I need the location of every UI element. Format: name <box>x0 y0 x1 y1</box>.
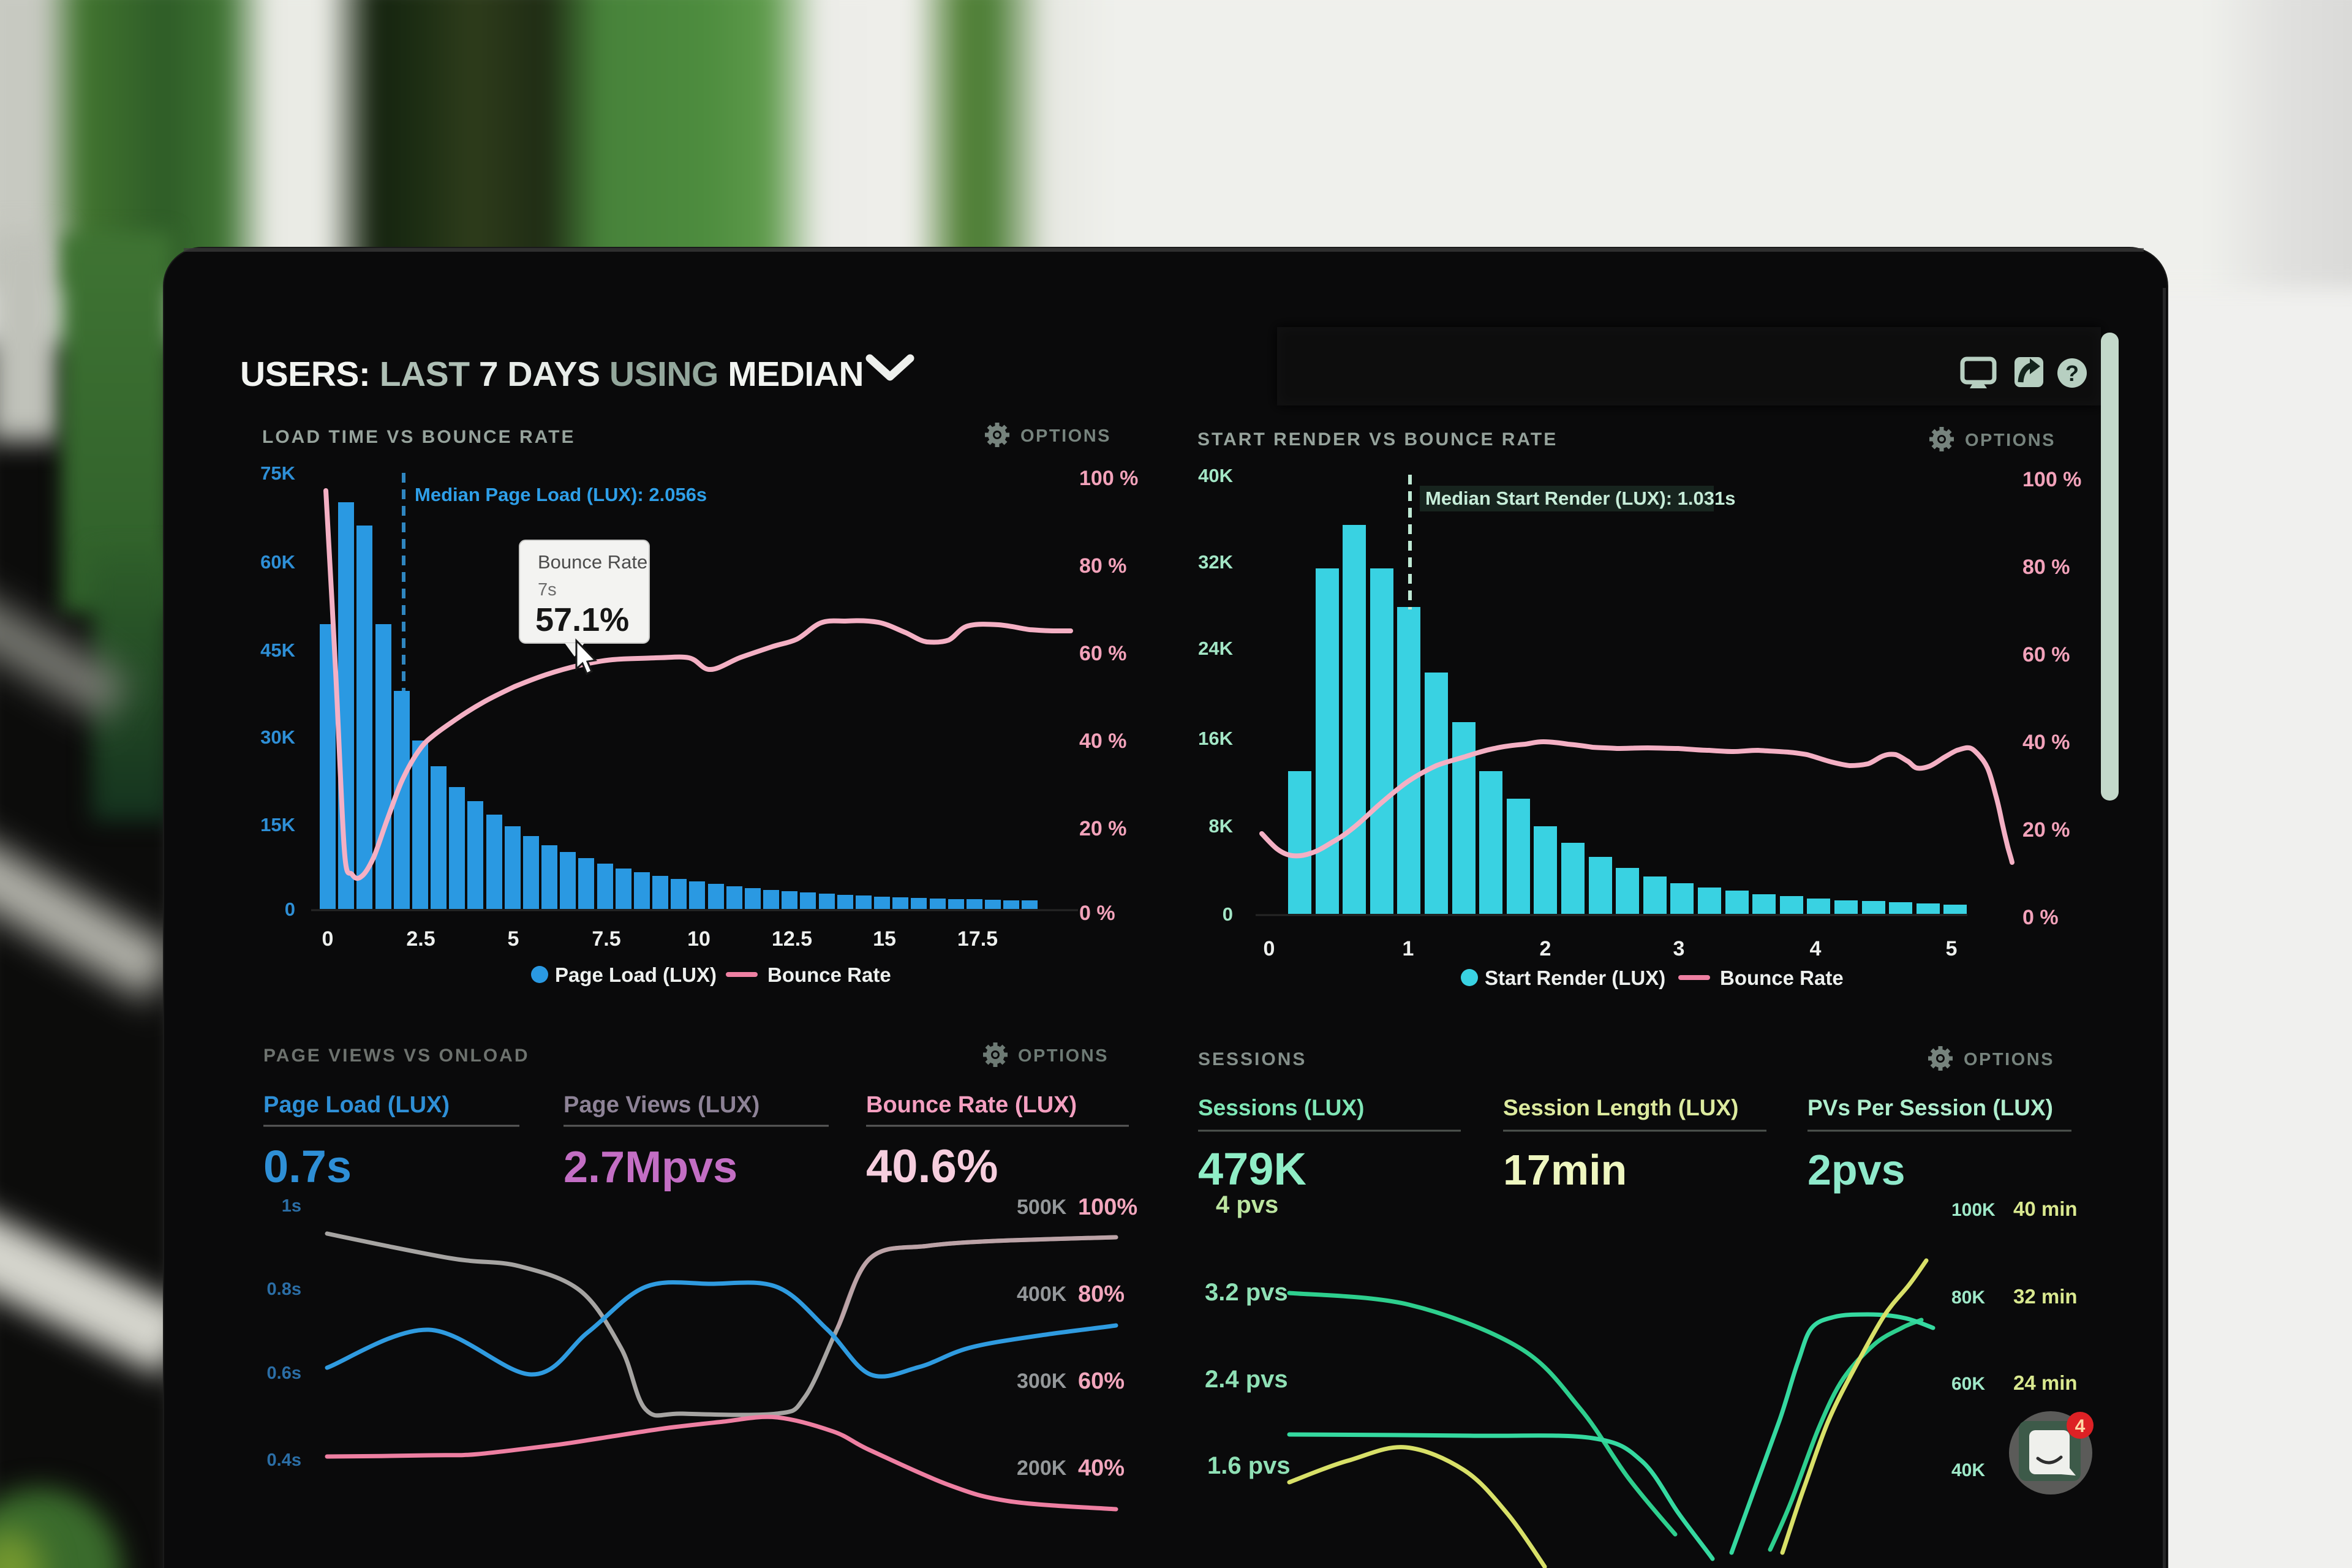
svg-text:Page Load (LUX): Page Load (LUX) <box>555 963 717 986</box>
svg-text:Bounce Rate: Bounce Rate <box>767 963 891 986</box>
svg-text:Page Load (LUX): Page Load (LUX) <box>263 1092 450 1118</box>
svg-text:45K: 45K <box>260 639 295 661</box>
svg-text:OPTIONS: OPTIONS <box>1965 431 2056 450</box>
svg-text:10: 10 <box>687 927 710 951</box>
svg-text:17min: 17min <box>1503 1146 1627 1194</box>
svg-text:40K: 40K <box>1951 1460 1985 1480</box>
svg-text:PVs Per Session (LUX): PVs Per Session (LUX) <box>1807 1095 2053 1120</box>
svg-text:200K: 200K <box>1017 1457 1067 1480</box>
svg-text:80%: 80% <box>1078 1281 1125 1307</box>
svg-text:OPTIONS: OPTIONS <box>1964 1050 2054 1069</box>
svg-text:100 %: 100 % <box>2022 468 2081 491</box>
svg-text:0.4s: 0.4s <box>267 1450 301 1470</box>
svg-text:OPTIONS: OPTIONS <box>1020 426 1111 446</box>
svg-text:300K: 300K <box>1017 1370 1067 1393</box>
svg-text:24 min: 24 min <box>2013 1371 2078 1394</box>
svg-text:Sessions (LUX): Sessions (LUX) <box>1198 1095 1364 1120</box>
svg-text:20 %: 20 % <box>1079 817 1127 840</box>
svg-text:40.6%: 40.6% <box>866 1140 998 1193</box>
svg-text:40%: 40% <box>1078 1455 1125 1481</box>
svg-text:24K: 24K <box>1198 638 1233 659</box>
svg-text:17.5: 17.5 <box>957 927 998 951</box>
svg-text:USERS: LAST 7 DAYS USING MEDIA: USERS: LAST 7 DAYS USING MEDIAN <box>240 355 864 394</box>
svg-text:2.5: 2.5 <box>406 927 435 951</box>
svg-text:100 %: 100 % <box>1079 467 1138 490</box>
svg-text:1: 1 <box>1403 937 1414 960</box>
svg-text:32 min: 32 min <box>2013 1285 2078 1308</box>
svg-text:57.1%: 57.1% <box>535 601 629 638</box>
svg-text:0 %: 0 % <box>1079 902 1115 925</box>
svg-text:Median Page Load (LUX): 2.056s: Median Page Load (LUX): 2.056s <box>415 484 707 505</box>
svg-text:4: 4 <box>2075 1416 2086 1436</box>
svg-text:80 %: 80 % <box>1079 554 1127 578</box>
svg-text:Page Views (LUX): Page Views (LUX) <box>564 1092 760 1118</box>
svg-text:OPTIONS: OPTIONS <box>1018 1046 1109 1066</box>
svg-text:15K: 15K <box>260 814 295 835</box>
svg-text:START RENDER VS BOUNCE RATE: START RENDER VS BOUNCE RATE <box>1197 429 1558 450</box>
svg-text:5: 5 <box>1946 937 1958 960</box>
svg-text:4: 4 <box>1810 937 1822 960</box>
svg-text:3: 3 <box>1673 937 1685 960</box>
svg-text:0 %: 0 % <box>2022 906 2059 929</box>
svg-text:7s: 7s <box>538 580 557 600</box>
svg-text:75K: 75K <box>260 462 295 484</box>
svg-text:60K: 60K <box>260 551 295 573</box>
svg-text:100K: 100K <box>1951 1200 1996 1220</box>
svg-text:2.4 pvs: 2.4 pvs <box>1205 1366 1288 1393</box>
svg-text:60K: 60K <box>1951 1374 1985 1394</box>
svg-text:?: ? <box>2065 361 2079 386</box>
svg-text:30K: 30K <box>260 726 295 748</box>
svg-text:60 %: 60 % <box>1079 642 1127 665</box>
svg-text:0: 0 <box>322 927 334 951</box>
svg-text:8K: 8K <box>1208 815 1233 837</box>
svg-text:5: 5 <box>508 927 519 951</box>
svg-text:40 %: 40 % <box>1079 729 1127 753</box>
svg-text:12.5: 12.5 <box>772 927 812 951</box>
svg-text:60 %: 60 % <box>2022 643 2070 666</box>
svg-text:40K: 40K <box>1198 465 1233 486</box>
svg-text:40 %: 40 % <box>2022 731 2070 754</box>
svg-text:PAGE VIEWS VS ONLOAD: PAGE VIEWS VS ONLOAD <box>263 1046 530 1066</box>
svg-text:80K: 80K <box>1951 1287 1985 1308</box>
svg-text:500K: 500K <box>1017 1196 1067 1219</box>
svg-text:0.6s: 0.6s <box>267 1363 301 1383</box>
svg-text:7.5: 7.5 <box>592 927 620 951</box>
svg-text:Bounce Rate: Bounce Rate <box>538 551 647 573</box>
svg-text:60%: 60% <box>1078 1368 1125 1394</box>
svg-text:2pvs: 2pvs <box>1807 1146 1905 1194</box>
svg-text:15: 15 <box>873 927 896 951</box>
svg-text:0.8s: 0.8s <box>267 1280 301 1299</box>
svg-text:Bounce Rate: Bounce Rate <box>1720 967 1844 989</box>
svg-text:Median Start Render (LUX): 1.0: Median Start Render (LUX): 1.031s <box>1425 488 1735 509</box>
svg-text:LOAD TIME VS BOUNCE RATE: LOAD TIME VS BOUNCE RATE <box>262 427 575 447</box>
svg-text:0.7s: 0.7s <box>263 1141 352 1192</box>
svg-text:0: 0 <box>1223 903 1233 925</box>
svg-text:3.2 pvs: 3.2 pvs <box>1205 1279 1288 1306</box>
svg-text:Bounce Rate (LUX): Bounce Rate (LUX) <box>866 1092 1077 1118</box>
svg-text:SESSIONS: SESSIONS <box>1198 1049 1306 1069</box>
svg-text:20 %: 20 % <box>2022 818 2070 842</box>
svg-text:40 min: 40 min <box>2013 1197 2078 1220</box>
svg-text:16K: 16K <box>1198 728 1233 749</box>
svg-text:0: 0 <box>1264 937 1275 960</box>
svg-text:400K: 400K <box>1017 1283 1067 1306</box>
svg-text:0: 0 <box>285 899 295 920</box>
svg-text:1.6 pvs: 1.6 pvs <box>1207 1452 1291 1479</box>
svg-text:4 pvs: 4 pvs <box>1216 1191 1278 1218</box>
svg-text:32K: 32K <box>1198 551 1233 573</box>
svg-text:479K: 479K <box>1198 1144 1306 1194</box>
svg-text:1s: 1s <box>282 1196 301 1216</box>
svg-text:Session Length (LUX): Session Length (LUX) <box>1503 1095 1738 1120</box>
svg-text:2.7Mpvs: 2.7Mpvs <box>564 1143 737 1192</box>
svg-text:Start Render (LUX): Start Render (LUX) <box>1485 967 1665 989</box>
svg-text:80 %: 80 % <box>2022 556 2070 579</box>
svg-text:2: 2 <box>1540 937 1551 960</box>
svg-text:100%: 100% <box>1078 1194 1137 1220</box>
